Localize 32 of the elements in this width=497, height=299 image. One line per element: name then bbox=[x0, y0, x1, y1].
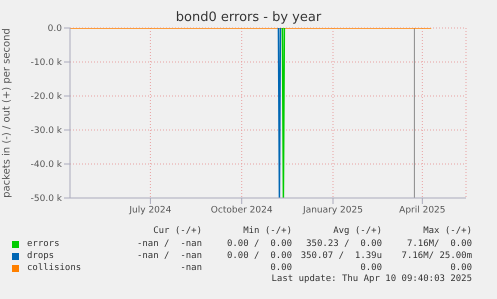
y-tick-label: -50.0 k bbox=[30, 194, 63, 204]
text: 0.00 bbox=[449, 263, 472, 273]
text: 0.00 / 0.00 bbox=[226, 251, 292, 261]
x-tick-label: October 2024 bbox=[210, 205, 273, 216]
legend-label: collisions bbox=[27, 263, 82, 273]
text: 0.00 / 0.00 bbox=[226, 239, 292, 249]
legend-label: drops bbox=[27, 251, 54, 261]
y-tick-label: -40.0 k bbox=[30, 160, 63, 170]
text: -nan bbox=[179, 263, 202, 273]
y-tick-label: 0.0 bbox=[48, 24, 62, 34]
text: 350.23 / 0.00 bbox=[305, 239, 382, 249]
text: Min (-/+) bbox=[242, 226, 292, 238]
text: Last update: Thu Apr 10 09:40:03 2025 bbox=[270, 274, 472, 286]
y-tick-label: -20.0 k bbox=[30, 92, 63, 102]
text: Avg (-/+) bbox=[332, 226, 382, 238]
x-tick-label: April 2025 bbox=[399, 205, 446, 216]
text: -nan / -nan bbox=[136, 239, 202, 249]
y-axis-title: packets in (-) / out (+) per second bbox=[2, 28, 13, 198]
text: -nan / -nan bbox=[136, 251, 202, 261]
legend-label: errors bbox=[27, 239, 60, 249]
text: 7.16M/ 0.00 bbox=[406, 239, 472, 249]
x-tick-label: January 2025 bbox=[302, 205, 363, 216]
text: 350.07 / 1.39u bbox=[300, 251, 382, 261]
y-tick-label: -30.0 k bbox=[30, 126, 63, 136]
text: 7.16M/ 25.00m bbox=[400, 251, 472, 261]
text: Max (-/+) bbox=[422, 226, 472, 238]
text: 0.00 bbox=[359, 263, 382, 273]
text: Cur (-/+) bbox=[152, 226, 202, 238]
y-tick-label: -10.0 k bbox=[30, 58, 63, 68]
x-tick-label: July 2024 bbox=[128, 205, 172, 216]
text: 0.00 bbox=[269, 263, 292, 273]
chart-title: bond0 errors - by year bbox=[174, 10, 322, 25]
